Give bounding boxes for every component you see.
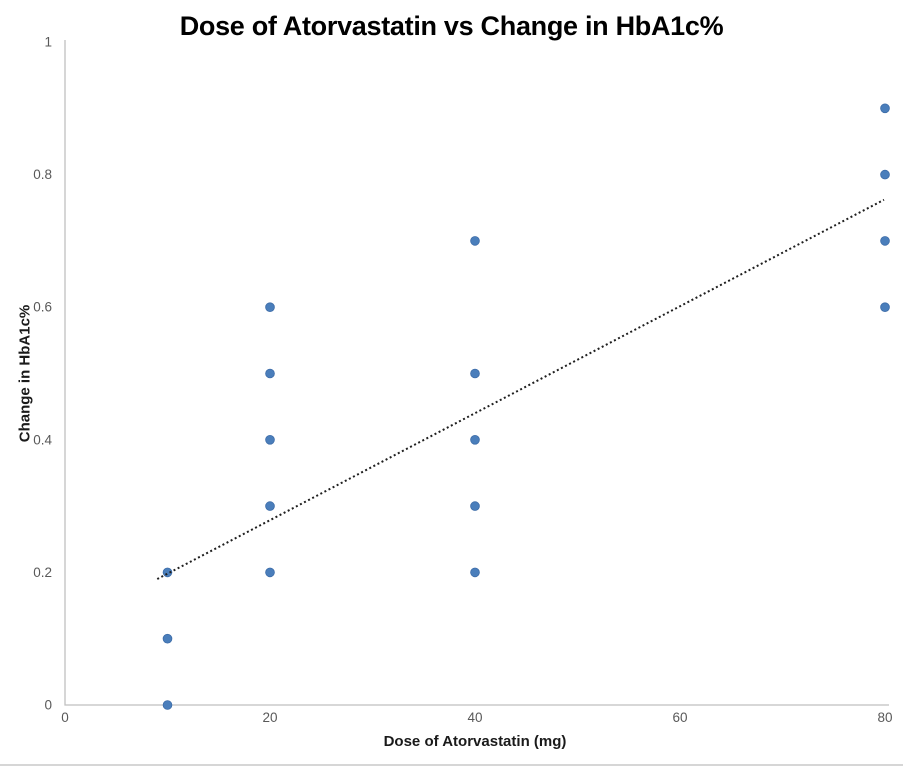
data-point: [470, 236, 480, 246]
data-point: [470, 434, 480, 445]
x-tick-label: 60: [672, 710, 687, 725]
data-point: [880, 302, 890, 313]
data-point: [162, 567, 173, 578]
y-tick-label: 0: [44, 698, 52, 713]
chart-title: Dose of Atorvastatin vs Change in HbA1c%: [179, 11, 724, 41]
data-point: [162, 700, 173, 710]
y-tick-label: 0.8: [33, 167, 52, 182]
data-point: [265, 302, 275, 313]
data-point: [880, 103, 890, 114]
x-tick-label: 20: [262, 710, 277, 725]
axis-lines: [64, 40, 889, 706]
x-tick-label: 80: [877, 710, 892, 725]
data-point: [265, 501, 275, 511]
y-tick-label: 0.2: [33, 565, 52, 580]
data-point: [470, 567, 480, 578]
data-point: [162, 633, 173, 644]
trendline: [156, 198, 885, 580]
data-point: [470, 501, 480, 511]
y-tick-label: 0.4: [33, 432, 52, 447]
data-point: [265, 434, 275, 445]
data-point: [470, 368, 480, 379]
x-tick-label: 40: [467, 710, 482, 725]
y-tick-label: 0.6: [33, 300, 52, 315]
bottom-divider: [0, 764, 903, 766]
y-tick-label: 1: [44, 35, 52, 50]
x-tick-label: 0: [61, 710, 69, 725]
data-point: [880, 236, 890, 246]
x-axis-title: Dose of Atorvastatin (mg): [383, 733, 567, 750]
data-point: [265, 567, 275, 578]
data-point: [880, 169, 890, 180]
data-point: [265, 368, 275, 379]
